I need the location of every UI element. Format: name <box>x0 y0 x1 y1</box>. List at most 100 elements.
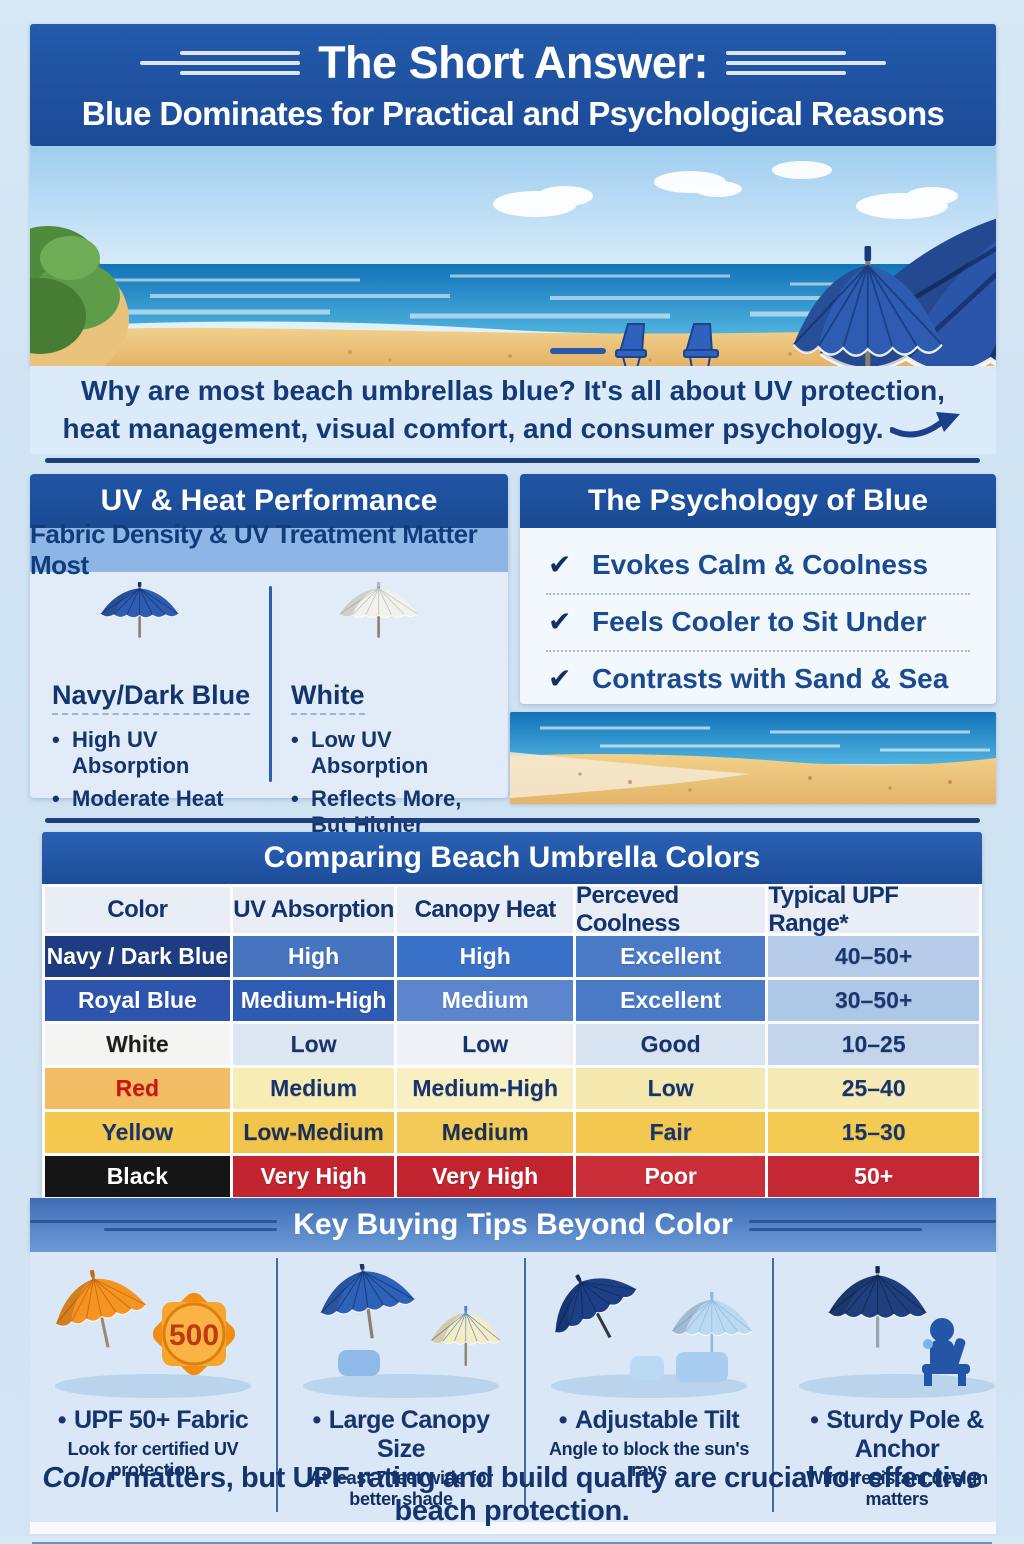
table-cell: Excellent <box>575 980 766 1021</box>
footer-rest: matters, but UPF rating and build qualit… <box>116 1462 982 1527</box>
tip-subtext: Look for certified UV protection <box>67 1439 239 1480</box>
upf-badge-illustration: 500 <box>38 1262 268 1400</box>
table-cell: Good <box>575 1024 766 1065</box>
table-cell: 25–40 <box>768 1068 979 1109</box>
table-cell: Medium-High <box>397 1068 573 1109</box>
navy-bullet: Moderate Heat <box>52 786 255 813</box>
table-cell: Medium <box>397 980 573 1021</box>
tip-upf-fabric: 500 • UPF 50+ Fabric Look for certified U… <box>30 1258 276 1512</box>
white-column: White Low UV Absorption Reflects More, B… <box>269 572 508 864</box>
table-cell: High <box>397 936 573 977</box>
person-icon <box>922 1318 970 1386</box>
navy-column: Navy/Dark Blue High UV Absorption Modera… <box>30 572 269 813</box>
intro-text: Why are most beach umbrellas blue? It's … <box>58 372 968 448</box>
navy-column-name: Navy/Dark Blue <box>52 680 251 715</box>
table-cell: 15–30 <box>768 1112 979 1153</box>
tip-subtext: Angle to block the sun's rays <box>548 1439 750 1480</box>
adjustable-tilt-illustration <box>534 1262 764 1400</box>
navy-bullet: High UV Absorption <box>52 727 255 780</box>
table-cell: Royal Blue <box>45 980 230 1021</box>
check-icon: ✔ <box>548 663 572 694</box>
uv-panel-title: UV & Heat Performance <box>30 474 508 528</box>
beach-scene-illustration <box>30 146 996 366</box>
psychology-item: ✔ Evokes Calm & Coolness <box>546 538 970 595</box>
comparison-table-section: Comparing Beach Umbrella Colors Color UV… <box>42 832 982 1200</box>
uv-heat-panel: UV & Heat Performance Fabric Density & U… <box>30 474 508 864</box>
header-subtitle: Blue Dominates for Practical and Psychol… <box>81 95 945 132</box>
clouds <box>493 161 958 219</box>
tip-heading: UPF 50+ Fabric <box>73 1406 249 1434</box>
table-cell: Fair <box>575 1112 766 1153</box>
tip-subtext: Wind-resistant design matters <box>806 1468 988 1509</box>
table-cell: Yellow <box>45 1112 230 1153</box>
table-cell: Low <box>397 1024 573 1065</box>
tip-heading: Adjustable Tilt <box>574 1406 740 1434</box>
speed-lines-icon <box>725 51 886 75</box>
section-divider <box>45 458 980 463</box>
upf-badge-icon: 500 <box>152 1292 236 1376</box>
table-cell: Very High <box>232 1156 395 1197</box>
check-icon: ✔ <box>548 549 572 580</box>
column-divider <box>269 586 272 782</box>
tip-sturdy-pole: • Sturdy Pole & Anchor Wind-resistant des… <box>772 1258 1020 1512</box>
header-banner: The Short Answer: Blue Dominates for Pra… <box>30 24 996 146</box>
tip-subtext: At least 7 feet wide for better shade <box>309 1468 493 1509</box>
sand-speckles <box>348 350 912 362</box>
table-title: Comparing Beach Umbrella Colors <box>42 832 982 884</box>
psychology-panel: The Psychology of Blue ✔ Evokes Calm & Co… <box>520 474 996 704</box>
psychology-item: ✔ Feels Cooler to Sit Under <box>546 595 970 652</box>
table-cell: Red <box>45 1068 230 1109</box>
bullet-dot: • <box>312 1406 322 1434</box>
psychology-item: ✔ Contrasts with Sand & Sea <box>546 652 970 707</box>
table-cell: Excellent <box>575 936 766 977</box>
uv-panel-subtitle: Fabric Density & UV Treatment Matter Mos… <box>30 519 508 580</box>
comparison-table: Color UV Absorption Canopy Heat Perceved… <box>42 882 982 1200</box>
buying-tips-section: Key Buying Tips Beyond Color 500 • UPF 50… <box>30 1198 996 1534</box>
table-cell: Low <box>232 1024 395 1065</box>
tips-banner: Key Buying Tips Beyond Color <box>30 1198 996 1252</box>
footer-text: Color matters, but UPF rating and build … <box>0 1462 1024 1528</box>
banner-lines-icon <box>30 1219 278 1231</box>
swoosh-arrow-icon <box>888 412 960 438</box>
header-title: The Short Answer: <box>318 37 708 88</box>
column-header: Color <box>45 887 230 933</box>
table-cell: Medium <box>397 1112 573 1153</box>
beach-chairs <box>550 323 719 366</box>
svg-text:500: 500 <box>169 1319 219 1352</box>
canopy-size-illustration <box>286 1262 516 1400</box>
tip-canopy-size: • Large Canopy Size At least 7 feet wide … <box>276 1258 524 1512</box>
banner-lines-icon <box>748 1219 996 1231</box>
table-cell: Low <box>575 1068 766 1109</box>
intro-text-content: Why are most beach umbrellas blue? It's … <box>62 375 945 444</box>
intro-strip: Why are most beach umbrellas blue? It's … <box>30 366 996 454</box>
navy-umbrella-illustration <box>52 580 255 676</box>
bullet-dot: • <box>810 1406 819 1434</box>
white-bullet: Low UV Absorption <box>291 727 494 780</box>
table-cell: 30–50+ <box>768 980 979 1021</box>
speed-lines-icon <box>140 51 301 75</box>
bullet-dot: • <box>558 1406 568 1434</box>
sturdy-pole-illustration <box>782 1262 1012 1400</box>
table-cell: Medium-High <box>232 980 395 1021</box>
psychology-item-text: Contrasts with Sand & Sea <box>592 663 949 694</box>
tips-body: 500 • UPF 50+ Fabric Look for certified U… <box>30 1252 996 1534</box>
tip-heading: Sturdy Pole & Anchor <box>826 1406 984 1463</box>
bullet-dot: • <box>57 1406 67 1434</box>
table-cell: Very High <box>397 1156 573 1197</box>
table-cell: High <box>232 936 395 977</box>
psychology-item-text: Feels Cooler to Sit Under <box>592 606 927 637</box>
table-cell: White <box>45 1024 230 1065</box>
tips-title: Key Buying Tips Beyond Color <box>293 1208 733 1241</box>
table-cell: Black <box>45 1156 230 1197</box>
column-header: Perceved Coolness <box>575 882 766 937</box>
column-header: Canopy Heat <box>397 887 573 933</box>
table-cell: Navy / Dark Blue <box>45 936 230 977</box>
section-divider <box>45 818 980 823</box>
footer: Color matters, but UPF rating and build … <box>0 1462 1024 1544</box>
table-cell: Poor <box>575 1156 766 1197</box>
psychology-panel-title: The Psychology of Blue <box>520 474 996 528</box>
table-cell: Medium <box>232 1068 395 1109</box>
tip-heading: Large Canopy Size <box>328 1406 490 1463</box>
psychology-item-text: Evokes Calm & Coolness <box>592 549 929 580</box>
beach-scene-svg <box>30 146 996 366</box>
